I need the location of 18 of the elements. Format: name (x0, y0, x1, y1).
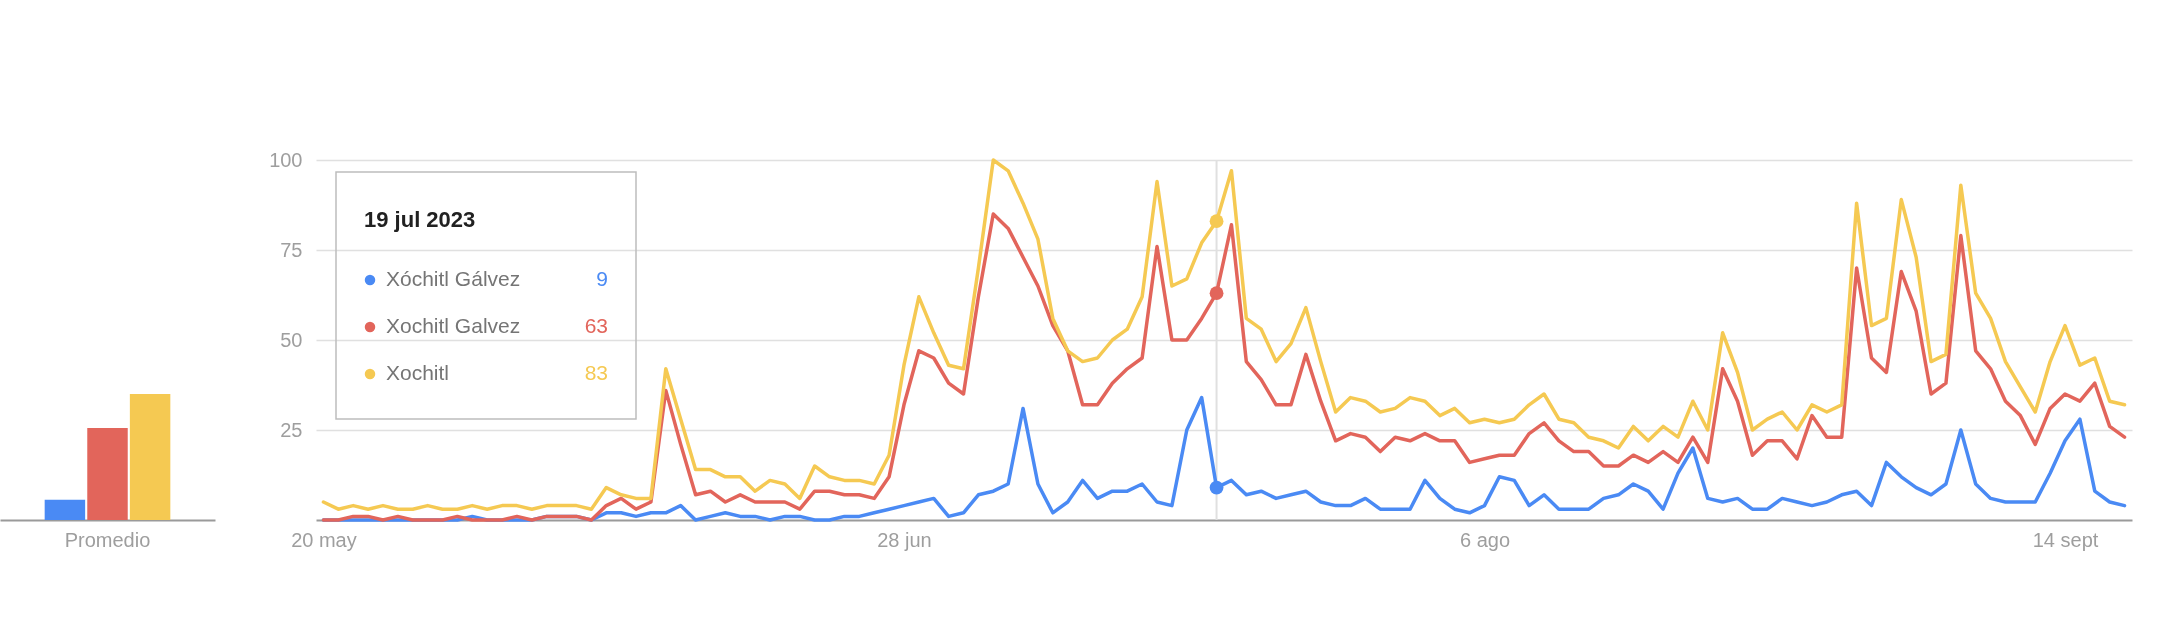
annotation: 9 (596, 267, 608, 290)
x-tick-label: 20 may (291, 528, 357, 551)
line-series (321, 158, 2127, 511)
y-tick-label: 100 (269, 148, 303, 171)
legend-label: Xochitl Galvez (386, 314, 521, 337)
legend-title: 19 jul 2023 (364, 207, 476, 232)
annotation: 83 (584, 361, 608, 384)
annotation: 63 (584, 314, 608, 337)
x-tick-label: Promedio (64, 528, 151, 551)
legend-label: Xóchitl Gálvez (386, 267, 521, 290)
x-tick-label: 6 ago (1459, 528, 1511, 551)
y-tick-label: 25 (280, 418, 303, 441)
y-tick-label: 50 (280, 328, 303, 351)
legend-label: Xochitl (386, 361, 450, 384)
line-series (321, 212, 2127, 522)
y-tick-label: 75 (280, 238, 303, 261)
x-tick-label: 14 sept (2032, 528, 2099, 551)
x-tick-label: 28 jun (877, 528, 932, 551)
